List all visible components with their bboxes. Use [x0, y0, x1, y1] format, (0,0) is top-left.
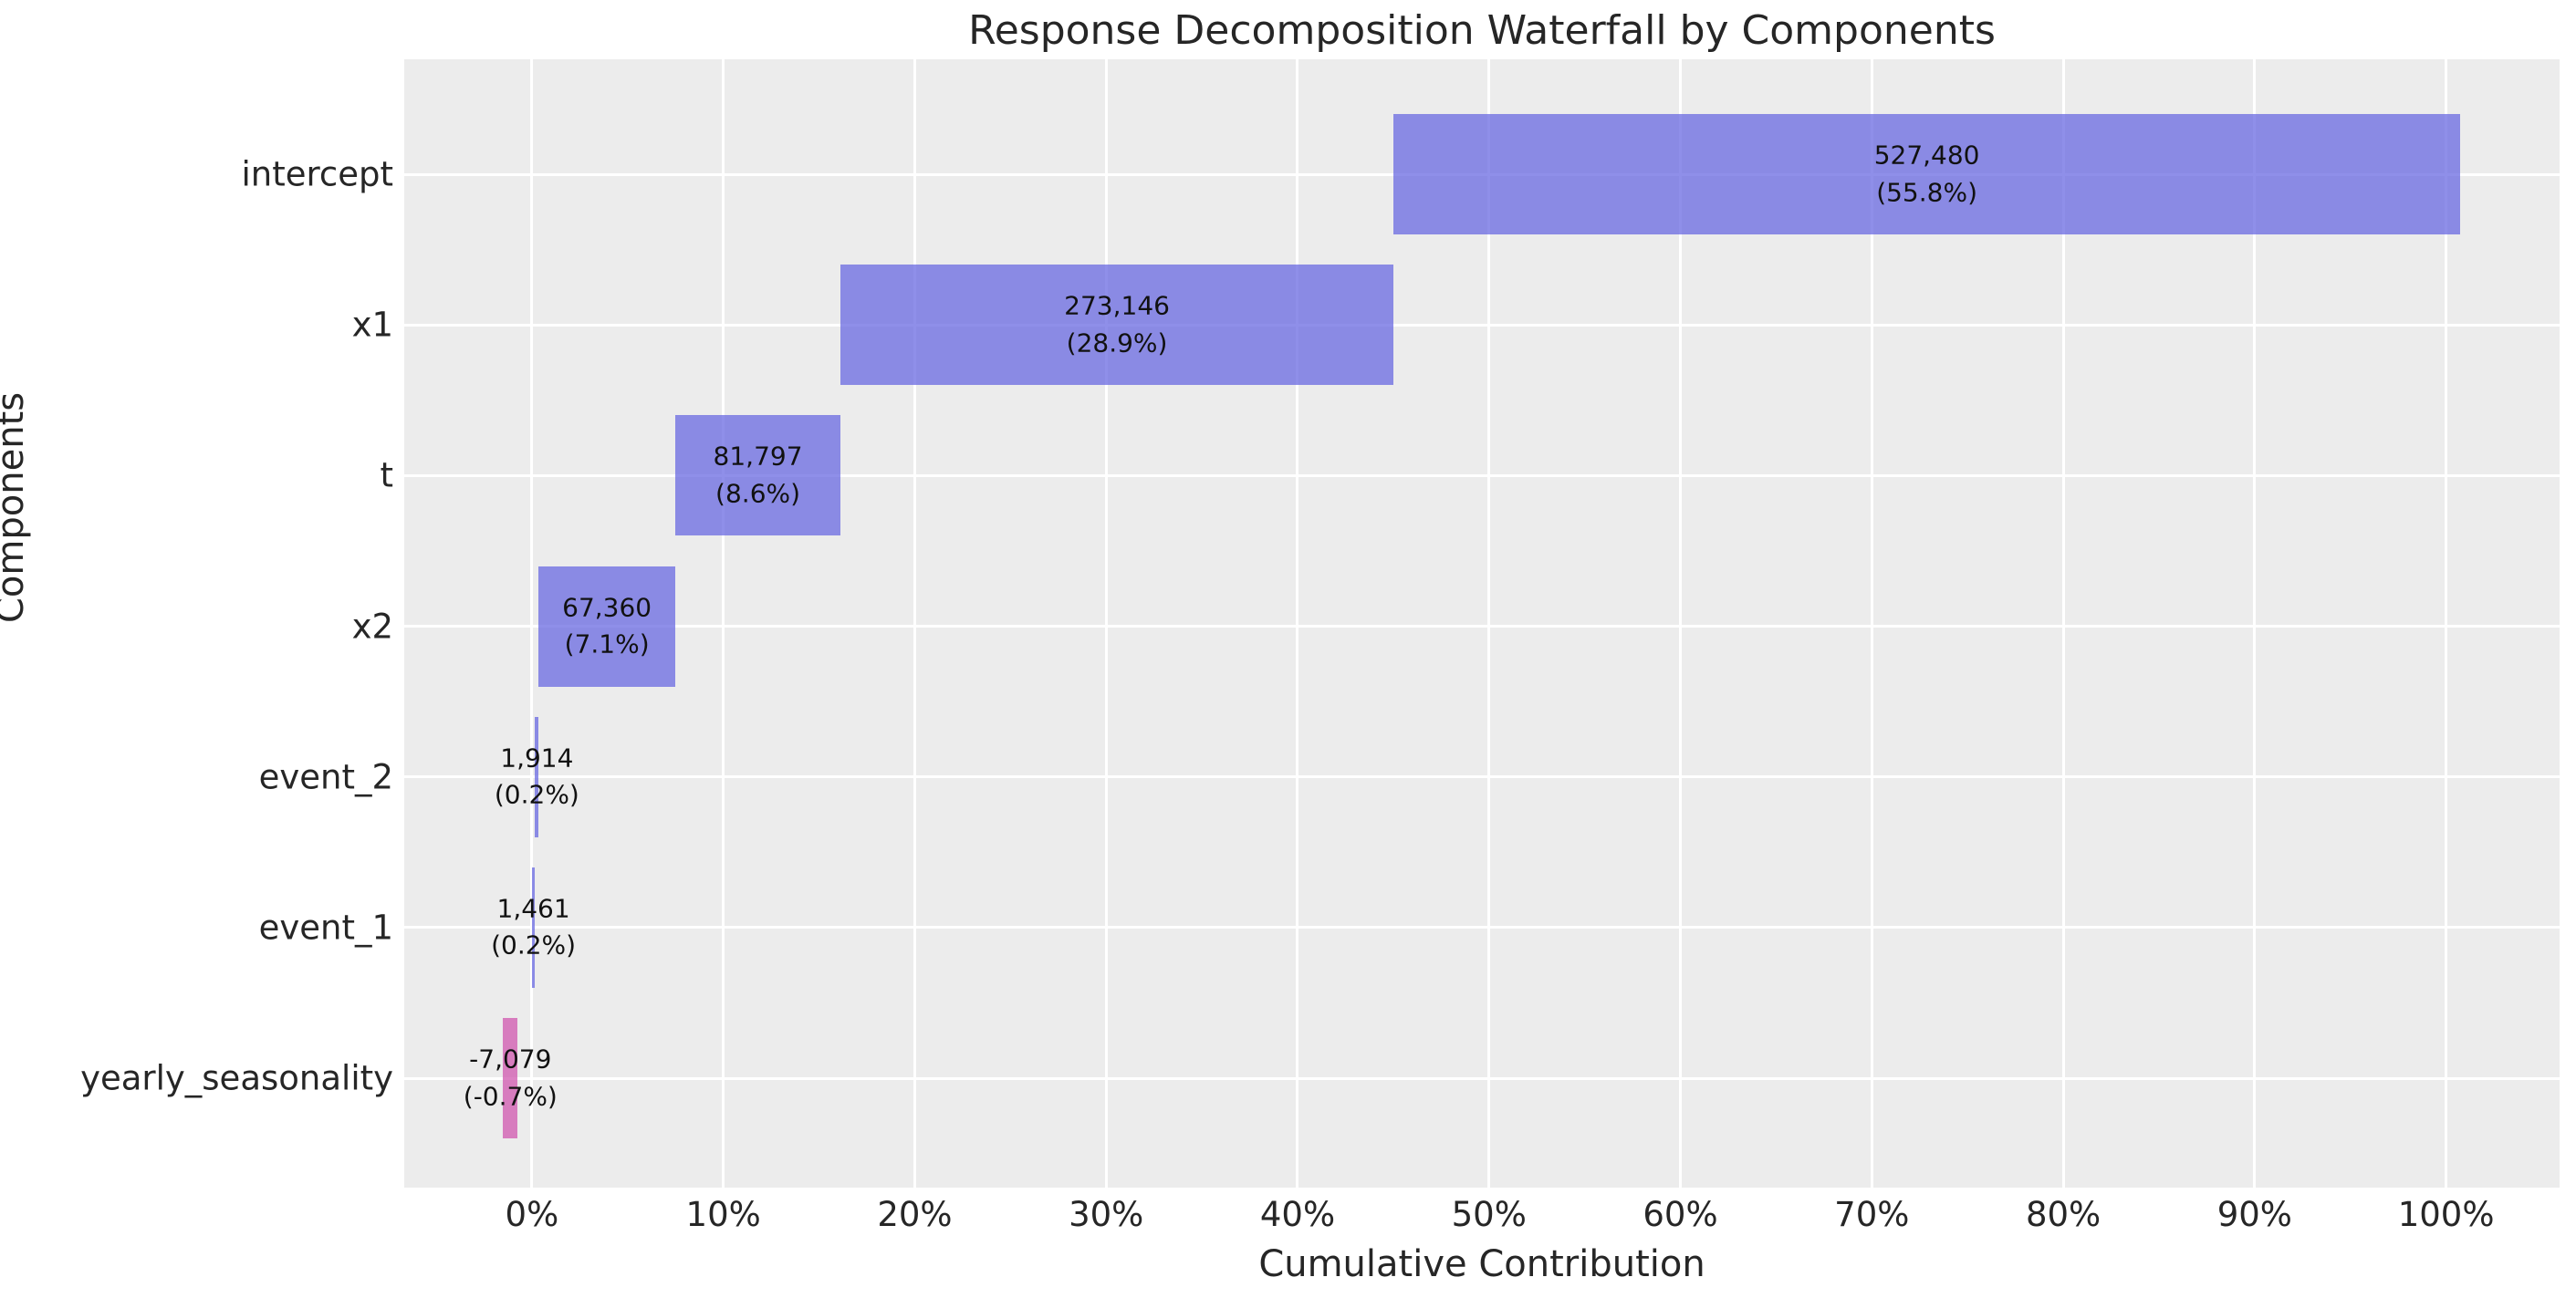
gridline-vertical	[1296, 59, 1299, 1188]
gridline-horizontal	[404, 1076, 2560, 1080]
gridline-vertical	[913, 59, 916, 1188]
gridline-vertical	[530, 59, 534, 1188]
gridline-vertical	[722, 59, 725, 1188]
y-tick-label-event_1: event_1	[258, 908, 393, 948]
x-tick-label: 40%	[1259, 1195, 1336, 1234]
bar-x2	[538, 566, 675, 687]
y-tick-label-event_2: event_2	[258, 757, 393, 797]
gridline-horizontal	[404, 926, 2560, 929]
y-tick-label-intercept: intercept	[241, 154, 394, 194]
x-tick-label: 90%	[2216, 1195, 2292, 1234]
bar-value-label-x1: 273,146 (28.9%)	[1064, 290, 1170, 358]
gridline-vertical	[1679, 59, 1683, 1188]
bar-value-label-yearly_seasonality: -7,079 (-0.7%)	[463, 1044, 558, 1112]
gridline-vertical	[1870, 59, 1873, 1188]
y-axis-label: Components	[0, 391, 32, 623]
bar-event_1	[531, 867, 536, 988]
bar-x1	[840, 265, 1393, 386]
y-tick-label-x1: x1	[351, 305, 393, 345]
bar-value-label-intercept: 527,480 (55.8%)	[1873, 140, 1980, 207]
x-tick-label: 20%	[877, 1195, 953, 1234]
x-tick-label: 10%	[685, 1195, 761, 1234]
chart-title: Response Decomposition Waterfall by Comp…	[968, 7, 1996, 54]
gridline-vertical	[2061, 59, 2065, 1188]
x-tick-label: 0%	[505, 1195, 559, 1234]
x-tick-label: 100%	[2397, 1195, 2495, 1234]
y-tick-label-x2: x2	[351, 607, 393, 646]
x-tick-label: 50%	[1451, 1195, 1527, 1234]
bar-value-label-x2: 67,360 (7.1%)	[562, 591, 652, 659]
plot-area: 527,480 (55.8%) 273,146 (28.9%) 81,797 (8.6%)…	[404, 59, 2560, 1188]
x-tick-label: 60%	[1643, 1195, 1718, 1234]
bar-yearly_seasonality	[503, 1018, 518, 1139]
gridline-horizontal	[404, 323, 2560, 327]
bar-value-label-event_1: 1,461 (0.2%)	[491, 893, 577, 961]
gridline-vertical	[2445, 59, 2448, 1188]
bar-value-label-event_2: 1,914 (0.2%)	[494, 742, 579, 810]
gridline-vertical	[2253, 59, 2257, 1188]
x-tick-label: 80%	[2025, 1195, 2101, 1234]
gridline-vertical	[1487, 59, 1491, 1188]
y-tick-label-yearly_seasonality: yearly_seasonality	[80, 1058, 393, 1098]
gridline-horizontal	[404, 473, 2560, 477]
bar-event_2	[535, 716, 539, 837]
x-tick-label: 70%	[1834, 1195, 1910, 1234]
bar-intercept	[1392, 114, 2461, 234]
gridline-horizontal	[404, 625, 2560, 628]
x-tick-label: 30%	[1069, 1195, 1144, 1234]
bar-value-label-t: 81,797 (8.6%)	[713, 441, 803, 509]
gridline-vertical	[1104, 59, 1108, 1188]
gridline-horizontal	[404, 775, 2560, 779]
bar-t	[674, 415, 841, 536]
x-axis-label: Cumulative Contribution	[1258, 1243, 1705, 1285]
y-tick-label-t: t	[380, 455, 393, 495]
